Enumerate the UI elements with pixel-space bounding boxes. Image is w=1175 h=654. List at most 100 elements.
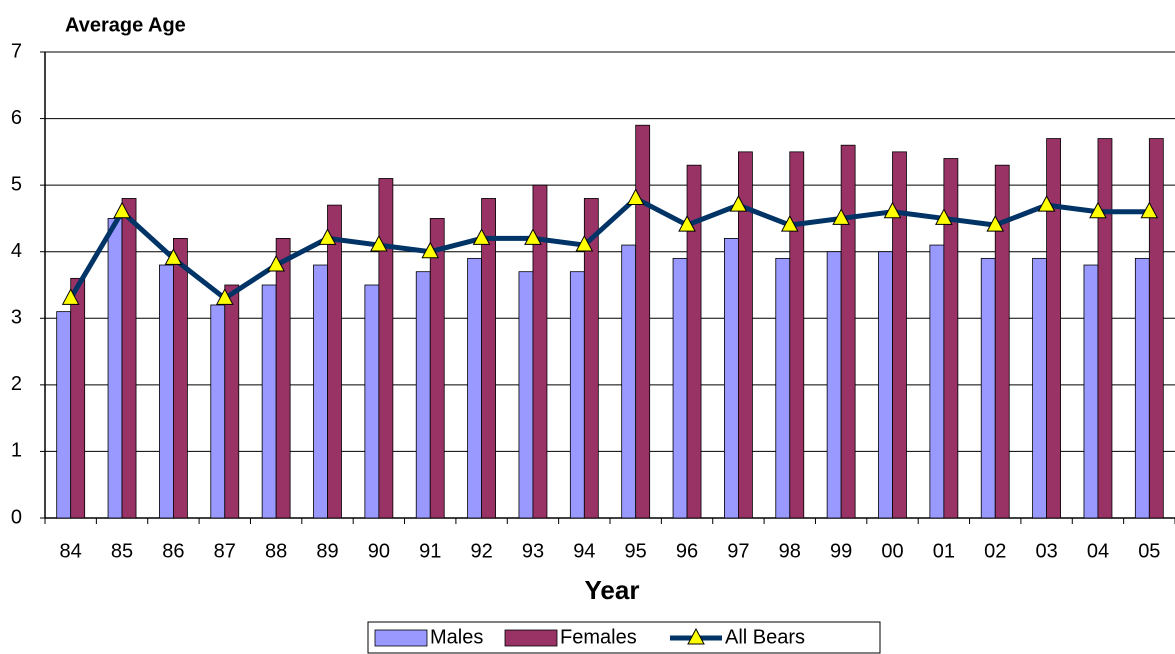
marker [678, 215, 696, 232]
bar [1032, 257, 1047, 519]
marker [267, 254, 285, 272]
y-tick-label: 3 [11, 307, 22, 329]
bar [467, 257, 482, 519]
bar [980, 257, 996, 519]
bar [738, 151, 753, 519]
x-tick-label: 84 [60, 540, 82, 562]
legend-marker [687, 627, 705, 645]
bar [672, 257, 688, 519]
x-tick-label: 93 [522, 540, 544, 562]
legend-swatch [504, 629, 558, 647]
marker [575, 234, 594, 252]
bar [826, 251, 842, 519]
legend-label: Females [560, 626, 637, 648]
bar [261, 284, 277, 519]
x-tick-label: 89 [316, 540, 338, 562]
bar [1083, 264, 1099, 519]
bar [159, 264, 174, 519]
y-tick-label: 0 [11, 506, 22, 528]
x-tick-label: 99 [830, 540, 852, 562]
bar [1134, 257, 1150, 519]
bar [121, 198, 137, 519]
marker [318, 228, 337, 245]
marker [780, 215, 799, 232]
bar [1148, 138, 1164, 519]
bar [1097, 138, 1113, 519]
marker [215, 288, 234, 305]
bar [532, 184, 548, 519]
y-tick-label: 5 [11, 173, 22, 195]
legend-swatch [374, 629, 428, 647]
bar [686, 164, 702, 519]
y-axis-title: Average Age [65, 14, 186, 36]
marker [986, 215, 1005, 232]
marker [935, 208, 953, 225]
bar [415, 271, 431, 519]
x-tick-label: 91 [419, 540, 441, 562]
bar [929, 244, 945, 519]
bar [481, 198, 496, 519]
marker [883, 201, 902, 219]
bar [621, 244, 637, 519]
bar [107, 218, 123, 519]
bar [775, 257, 791, 519]
bar [313, 264, 328, 519]
marker [1140, 201, 1159, 219]
marker [1089, 201, 1107, 219]
y-tick-label: 4 [11, 240, 22, 262]
bar [518, 271, 534, 519]
marker [472, 228, 491, 245]
legend-box [367, 621, 881, 654]
line [68, 195, 1150, 301]
x-tick-label: 03 [1035, 540, 1057, 562]
marker [626, 188, 645, 205]
x-tick-label: 01 [933, 540, 955, 562]
marker [164, 248, 183, 265]
bar [583, 198, 599, 519]
marker [524, 228, 542, 245]
x-tick-label: 94 [573, 540, 595, 562]
x-axis-title: Year [585, 575, 640, 605]
marker [1037, 195, 1056, 212]
marker [61, 288, 80, 305]
y-tick-label: 2 [11, 373, 22, 395]
x-tick-label: 97 [727, 540, 749, 562]
legend-label: Males [430, 626, 483, 648]
bar [569, 271, 585, 519]
bar [275, 237, 291, 519]
x-tick-label: 95 [625, 540, 647, 562]
bar [327, 204, 342, 519]
x-tick-label: 85 [111, 540, 133, 562]
x-tick-label: 96 [676, 540, 698, 562]
x-tick-label: 90 [368, 540, 390, 562]
x-tick-label: 98 [779, 540, 801, 562]
bar [56, 311, 72, 519]
x-tick-label: 86 [162, 540, 184, 562]
x-tick-label: 04 [1087, 540, 1109, 562]
marker [832, 208, 850, 225]
x-tick-label: 87 [214, 540, 236, 562]
bar [364, 284, 380, 519]
bar [878, 251, 893, 519]
bar [892, 151, 907, 519]
bar [429, 218, 445, 519]
bar [378, 178, 394, 519]
bar [724, 237, 739, 519]
x-tick-label: 00 [881, 540, 903, 562]
bar [840, 144, 856, 519]
bar [173, 237, 188, 519]
y-tick-label: 7 [11, 40, 22, 62]
bar [994, 164, 1010, 519]
bar [210, 304, 226, 519]
bar [635, 124, 651, 519]
x-tick-label: 88 [265, 540, 287, 562]
bar [224, 284, 240, 519]
x-tick-label: 02 [984, 540, 1006, 562]
bar [70, 277, 86, 519]
x-tick-label: 05 [1138, 540, 1160, 562]
x-tick-label: 92 [470, 540, 492, 562]
marker [113, 201, 131, 219]
bar [789, 151, 805, 519]
marker [729, 195, 748, 212]
